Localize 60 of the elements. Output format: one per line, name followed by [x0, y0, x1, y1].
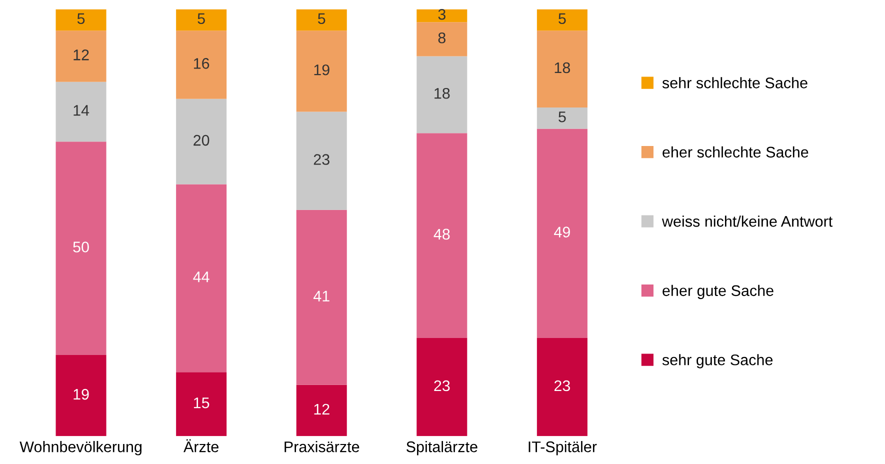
bar: [176, 30, 227, 99]
data-label: 49: [554, 226, 570, 238]
data-label: 23: [554, 380, 570, 392]
bar: [56, 355, 106, 436]
bar: [416, 56, 468, 134]
data-label: 16: [194, 58, 210, 69]
bar: [416, 133, 468, 338]
data-label: 8: [438, 32, 446, 44]
bar: [56, 9, 106, 31]
data-label: 50: [73, 242, 89, 252]
bar: [56, 82, 106, 142]
bar: [176, 372, 227, 436]
bar: [296, 384, 347, 436]
x-tick-label: Ärzte: [184, 439, 218, 452]
data-label: 41: [313, 290, 330, 302]
bar: [536, 338, 588, 436]
bar: [176, 9, 227, 31]
data-label: 5: [198, 13, 205, 24]
data-label: 19: [314, 64, 330, 76]
data-label: 20: [194, 134, 210, 146]
data-label: 5: [558, 112, 566, 122]
bar: [176, 98, 227, 184]
legend-label: eher schlechte Sache: [662, 146, 808, 158]
data-label: 23: [434, 380, 450, 392]
bar: [56, 142, 106, 356]
data-label: 19: [74, 388, 89, 400]
data-label: 15: [194, 398, 210, 408]
data-label: 5: [558, 13, 566, 24]
x-tick-label: IT-Spitäler: [528, 441, 597, 456]
bar: [416, 22, 468, 56]
bar: [176, 184, 227, 372]
data-label: 18: [434, 88, 450, 99]
legend-label: weiss nicht/keine Antwort: [662, 216, 833, 227]
bar: [296, 112, 347, 210]
bar: [536, 128, 588, 338]
data-label: 5: [77, 13, 85, 24]
x-tick-label: Praxisärzte: [284, 441, 360, 452]
legend-label: eher gute Sache: [662, 284, 774, 300]
data-label: 12: [314, 404, 330, 414]
data-label: 3: [438, 8, 446, 20]
bar: [296, 210, 347, 385]
bar: [416, 338, 468, 436]
data-label: 48: [434, 228, 450, 240]
data-label: 12: [74, 50, 89, 60]
data-label: 14: [74, 105, 90, 116]
data-label: 23: [314, 154, 330, 165]
bar: [296, 30, 347, 112]
legend-label: sehr schlechte Sache: [662, 77, 808, 88]
data-label: 44: [193, 272, 210, 282]
bar: [416, 9, 468, 22]
bar: [536, 9, 588, 31]
bar: [536, 107, 588, 129]
bar: [296, 9, 347, 31]
x-tick-label: Wohnbevölkerung: [20, 441, 142, 456]
data-label: 18: [554, 62, 570, 74]
data-label: 5: [318, 13, 326, 24]
bar: [56, 30, 106, 82]
bar: [536, 30, 588, 108]
x-tick-label: Spitalärzte: [406, 441, 478, 456]
legend-label: sehr gute Sache: [662, 354, 773, 368]
